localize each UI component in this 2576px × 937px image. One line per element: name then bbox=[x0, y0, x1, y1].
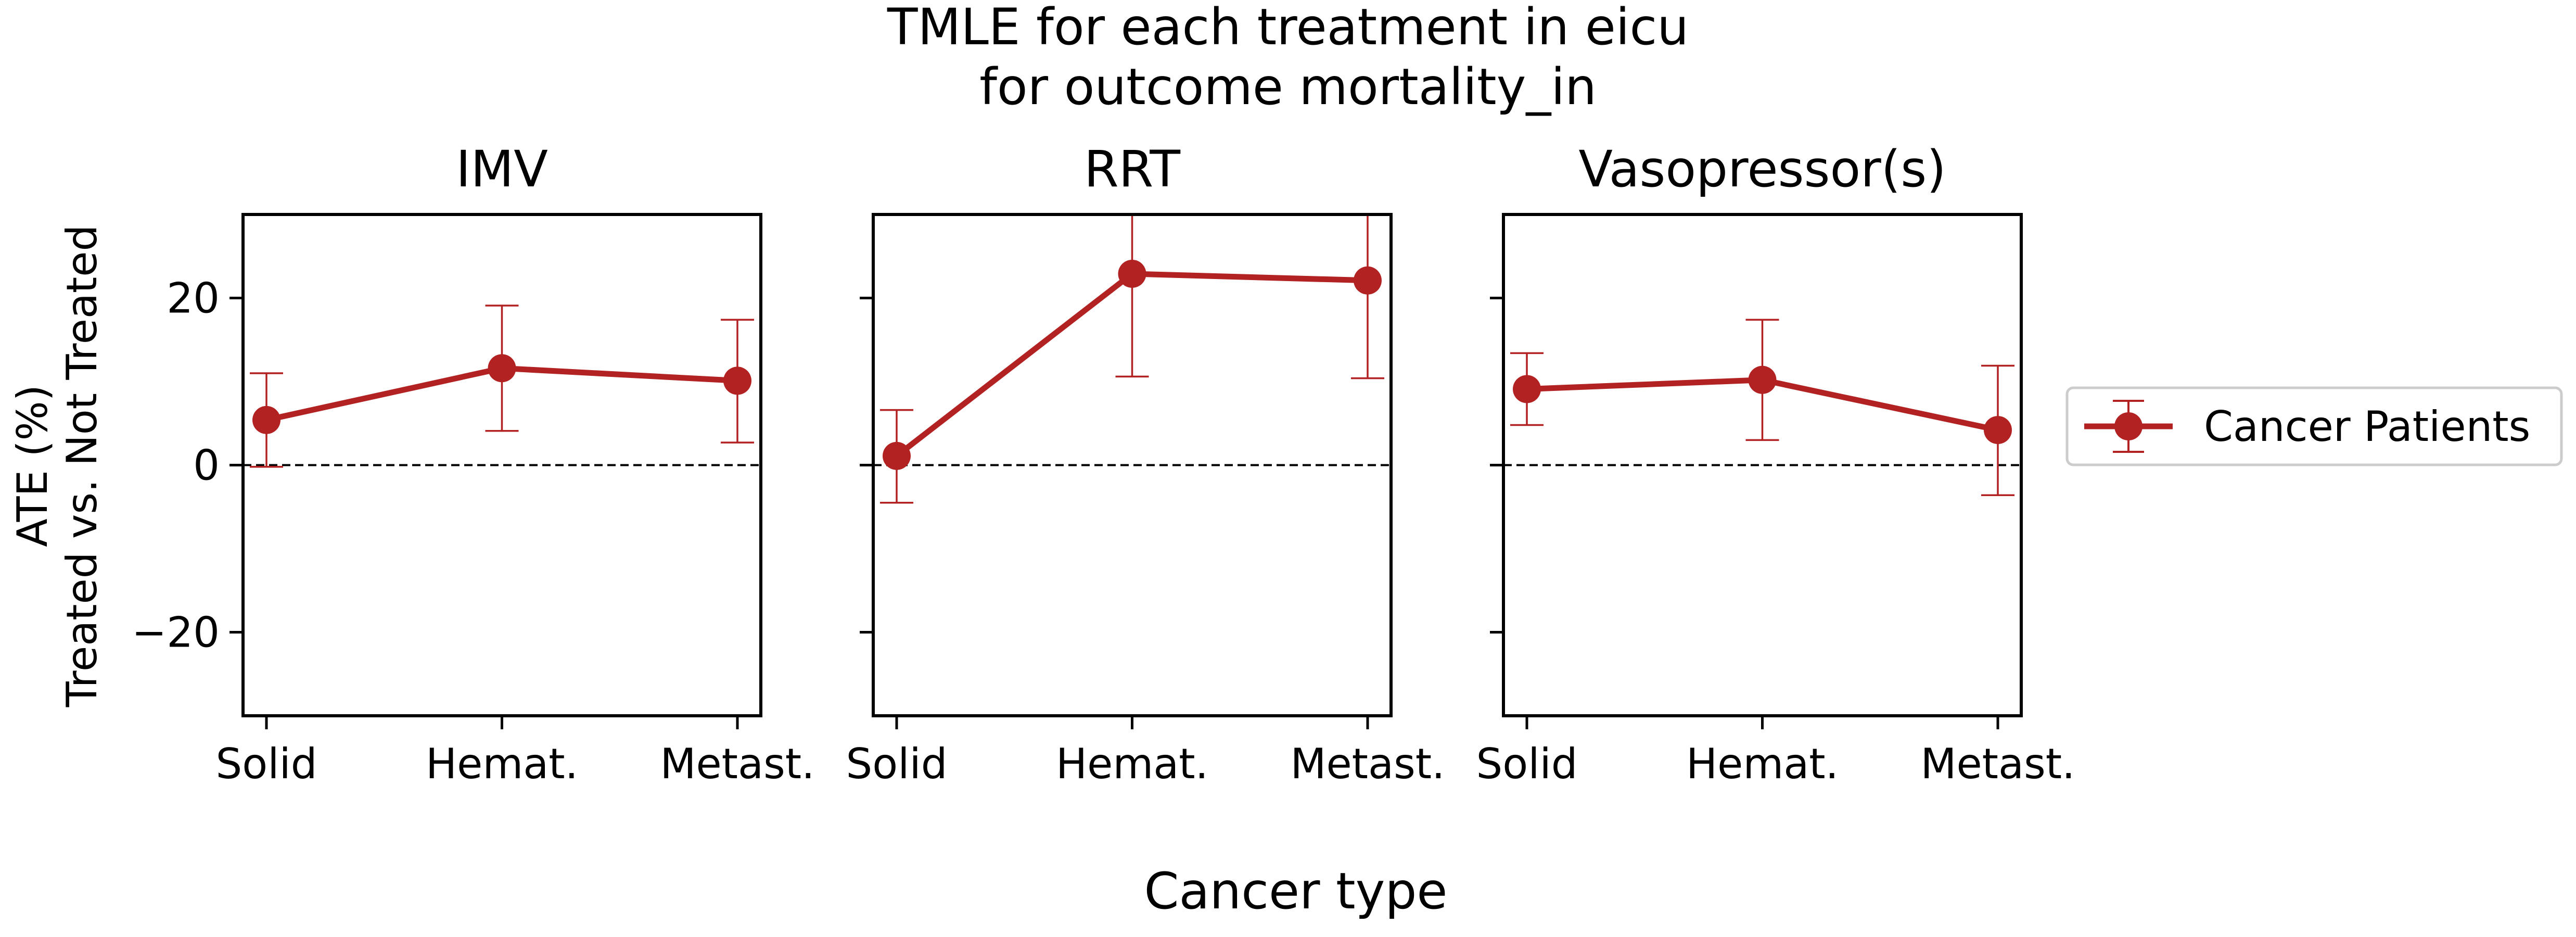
panel-title: IMV bbox=[456, 140, 548, 198]
legend: Cancer Patients bbox=[2065, 386, 2563, 466]
x-tick-label: Solid bbox=[846, 740, 948, 788]
x-tick-label: Solid bbox=[1476, 740, 1578, 788]
data-point bbox=[1748, 365, 1777, 394]
x-axis-label: Cancer type bbox=[1144, 862, 1448, 920]
x-tick-label: Hemat. bbox=[426, 740, 578, 788]
y-tick-label: −20 bbox=[132, 609, 220, 657]
panel-1: IMV −20 0 20 Solid Hemat. Metast. bbox=[132, 140, 814, 788]
data-point bbox=[1118, 259, 1146, 288]
panel-frame bbox=[241, 213, 762, 717]
legend-marker bbox=[2114, 412, 2143, 440]
y-axis-label-line2: Treated vs. Not Treated bbox=[58, 225, 106, 708]
panel-data bbox=[880, 214, 1384, 504]
panels-group: IMV −20 0 20 Solid Hemat. Metast. RRT Solid Hemat… bbox=[132, 140, 2075, 788]
data-point bbox=[1513, 375, 1541, 403]
legend-frame bbox=[2065, 386, 2563, 466]
y-tick-label: 20 bbox=[167, 274, 220, 323]
y-tick-label: 0 bbox=[193, 441, 220, 490]
legend-label: Cancer Patients bbox=[2204, 402, 2530, 451]
data-point bbox=[723, 366, 751, 395]
panel-frame bbox=[872, 213, 1393, 717]
panel-title: Vasopressor(s) bbox=[1578, 140, 1946, 198]
x-tick-label: Metast. bbox=[1290, 740, 1445, 788]
x-tick-label: Metast. bbox=[1920, 740, 2075, 788]
x-tick-label: Metast. bbox=[660, 740, 814, 788]
panel-data bbox=[1510, 319, 2014, 497]
x-tick-label: Solid bbox=[216, 740, 317, 788]
panel-data bbox=[250, 305, 754, 468]
panel-3: Vasopressor(s) Solid Hemat. Metast. bbox=[1476, 140, 2075, 788]
data-point bbox=[883, 441, 911, 470]
chart-title-line1: TMLE for each treatment in eicu bbox=[887, 0, 1689, 56]
panel-2: RRT Solid Hemat. Metast. bbox=[846, 140, 1445, 788]
x-tick-label: Hemat. bbox=[1686, 740, 1839, 788]
x-tick-label: Hemat. bbox=[1056, 740, 1208, 788]
data-point bbox=[252, 406, 280, 434]
y-axis-label-line1: ATE (%) bbox=[8, 385, 57, 547]
panel-frame bbox=[1502, 213, 2023, 717]
chart-title-line2: for outcome mortality_in bbox=[979, 58, 1597, 116]
panel-title: RRT bbox=[1084, 140, 1180, 198]
data-point bbox=[1984, 416, 2012, 445]
data-point bbox=[1354, 266, 1382, 295]
data-point bbox=[488, 354, 516, 383]
